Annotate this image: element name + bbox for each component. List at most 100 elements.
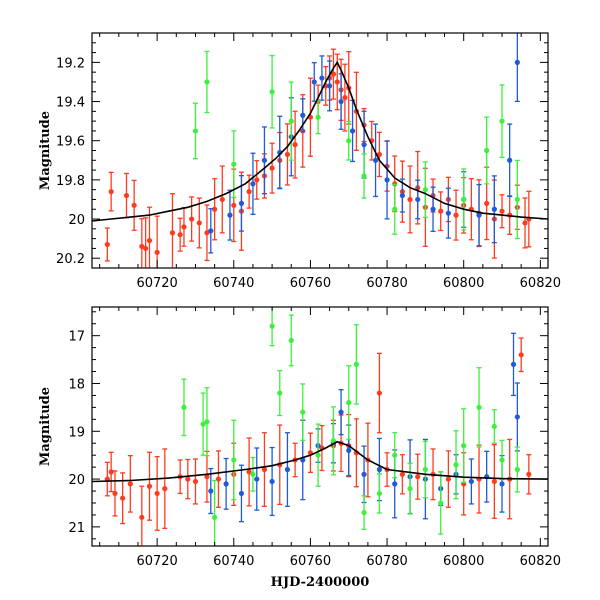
green-data-point bbox=[453, 430, 459, 500]
x-tick-label: 60760 bbox=[290, 554, 331, 569]
x-tick-label: 60800 bbox=[443, 554, 484, 569]
green-data-point bbox=[361, 153, 367, 199]
blue-data-point bbox=[208, 467, 214, 515]
y-tick-label: 19 bbox=[68, 425, 85, 440]
red-data-point bbox=[399, 454, 405, 495]
blue-data-point bbox=[399, 178, 405, 213]
x-axis-title: HJD-2400000 bbox=[271, 575, 370, 590]
green-data-point bbox=[392, 183, 398, 235]
green-data-point bbox=[300, 383, 306, 442]
red-data-point bbox=[518, 337, 524, 373]
green-data-point bbox=[277, 369, 283, 417]
y-axis-title: Magnitude bbox=[38, 111, 53, 190]
green-data-point bbox=[231, 419, 237, 501]
green-data-point bbox=[288, 81, 294, 161]
x-tick-label: 60780 bbox=[366, 276, 407, 291]
y-tick-label: 19.4 bbox=[56, 96, 85, 111]
red-data-point bbox=[177, 217, 183, 252]
x-tick-label: 60820 bbox=[520, 276, 561, 291]
red-data-point bbox=[284, 123, 291, 186]
red-data-point bbox=[204, 450, 210, 503]
blue-data-point bbox=[223, 457, 229, 510]
blue-data-point bbox=[208, 208, 214, 254]
red-data-point bbox=[139, 218, 145, 268]
red-data-point bbox=[108, 451, 114, 493]
red-data-point bbox=[143, 217, 149, 268]
green-data-point bbox=[204, 387, 210, 457]
red-data-point bbox=[292, 110, 298, 179]
red-data-point bbox=[269, 142, 275, 194]
red-data-point bbox=[438, 191, 444, 232]
red-data-point bbox=[169, 193, 176, 268]
green-data-point bbox=[250, 456, 256, 492]
green-data-point bbox=[499, 439, 505, 481]
blue-data-point bbox=[384, 140, 390, 220]
red-data-point bbox=[112, 470, 118, 517]
y-tick-label: 17 bbox=[68, 330, 85, 345]
x-tick-label: 60760 bbox=[290, 276, 331, 291]
green-data-point bbox=[231, 130, 237, 199]
blue-data-point bbox=[430, 186, 436, 232]
green-data-point bbox=[269, 307, 275, 347]
green-data-point bbox=[461, 168, 467, 231]
red-data-point bbox=[219, 165, 225, 234]
green-data-point bbox=[491, 409, 497, 444]
blue-data-point bbox=[238, 464, 245, 523]
red-data-point bbox=[139, 485, 145, 546]
red-data-point bbox=[123, 172, 130, 219]
red-data-point bbox=[104, 227, 110, 262]
green-data-point bbox=[476, 367, 482, 448]
green-data-point bbox=[315, 423, 321, 487]
red-data-point bbox=[204, 204, 210, 262]
blue-data-point bbox=[468, 458, 474, 505]
blue-data-point bbox=[319, 55, 325, 101]
y-tick-label: 19.6 bbox=[56, 135, 85, 150]
bottom-plot-area bbox=[92, 307, 548, 546]
blue-data-point bbox=[491, 175, 497, 244]
blue-data-point bbox=[514, 382, 520, 452]
red-data-point bbox=[319, 424, 325, 472]
green-data-point bbox=[346, 365, 352, 441]
red-data-point bbox=[189, 196, 195, 242]
green-data-point bbox=[346, 120, 352, 161]
green-data-point bbox=[200, 392, 206, 456]
red-data-point bbox=[526, 454, 532, 495]
y-tick-label: 20 bbox=[68, 473, 85, 488]
green-data-point bbox=[330, 406, 337, 476]
x-tick-label: 60740 bbox=[213, 554, 254, 569]
green-data-point bbox=[407, 462, 413, 515]
green-data-point bbox=[376, 473, 382, 514]
fit-curve bbox=[92, 60, 548, 222]
green-data-point bbox=[353, 324, 360, 405]
red-data-point bbox=[154, 455, 160, 531]
green-data-point bbox=[514, 159, 520, 240]
red-data-point bbox=[131, 179, 137, 231]
x-tick-label: 60720 bbox=[136, 276, 177, 291]
red-data-point bbox=[445, 450, 451, 508]
red-data-point bbox=[162, 448, 168, 529]
blue-data-point bbox=[484, 450, 490, 503]
x-tick-label: 60800 bbox=[443, 276, 484, 291]
red-data-point bbox=[526, 190, 532, 248]
red-data-point bbox=[254, 159, 260, 200]
red-data-point bbox=[181, 206, 187, 247]
red-data-point bbox=[476, 444, 482, 514]
red-data-point bbox=[522, 197, 528, 249]
top-panel: 60720 60740 60760 60780 60800 60820 19.2 19.4 19… bbox=[38, 32, 561, 291]
green-data-point bbox=[204, 50, 210, 114]
red-data-point bbox=[146, 451, 153, 521]
red-data-point bbox=[453, 189, 459, 241]
red-data-point bbox=[212, 178, 218, 241]
blue-data-point bbox=[326, 60, 333, 112]
x-tick-label: 60820 bbox=[520, 554, 561, 569]
blue-data-point bbox=[254, 447, 260, 511]
blue-data-point bbox=[507, 123, 513, 198]
green-data-point bbox=[361, 495, 367, 530]
red-data-point bbox=[376, 131, 382, 178]
x-tick-label: 60780 bbox=[366, 554, 407, 569]
blue-data-point bbox=[415, 179, 421, 220]
blue-data-point bbox=[514, 33, 520, 103]
blue-data-point bbox=[361, 445, 367, 504]
blue-data-point bbox=[476, 183, 482, 247]
